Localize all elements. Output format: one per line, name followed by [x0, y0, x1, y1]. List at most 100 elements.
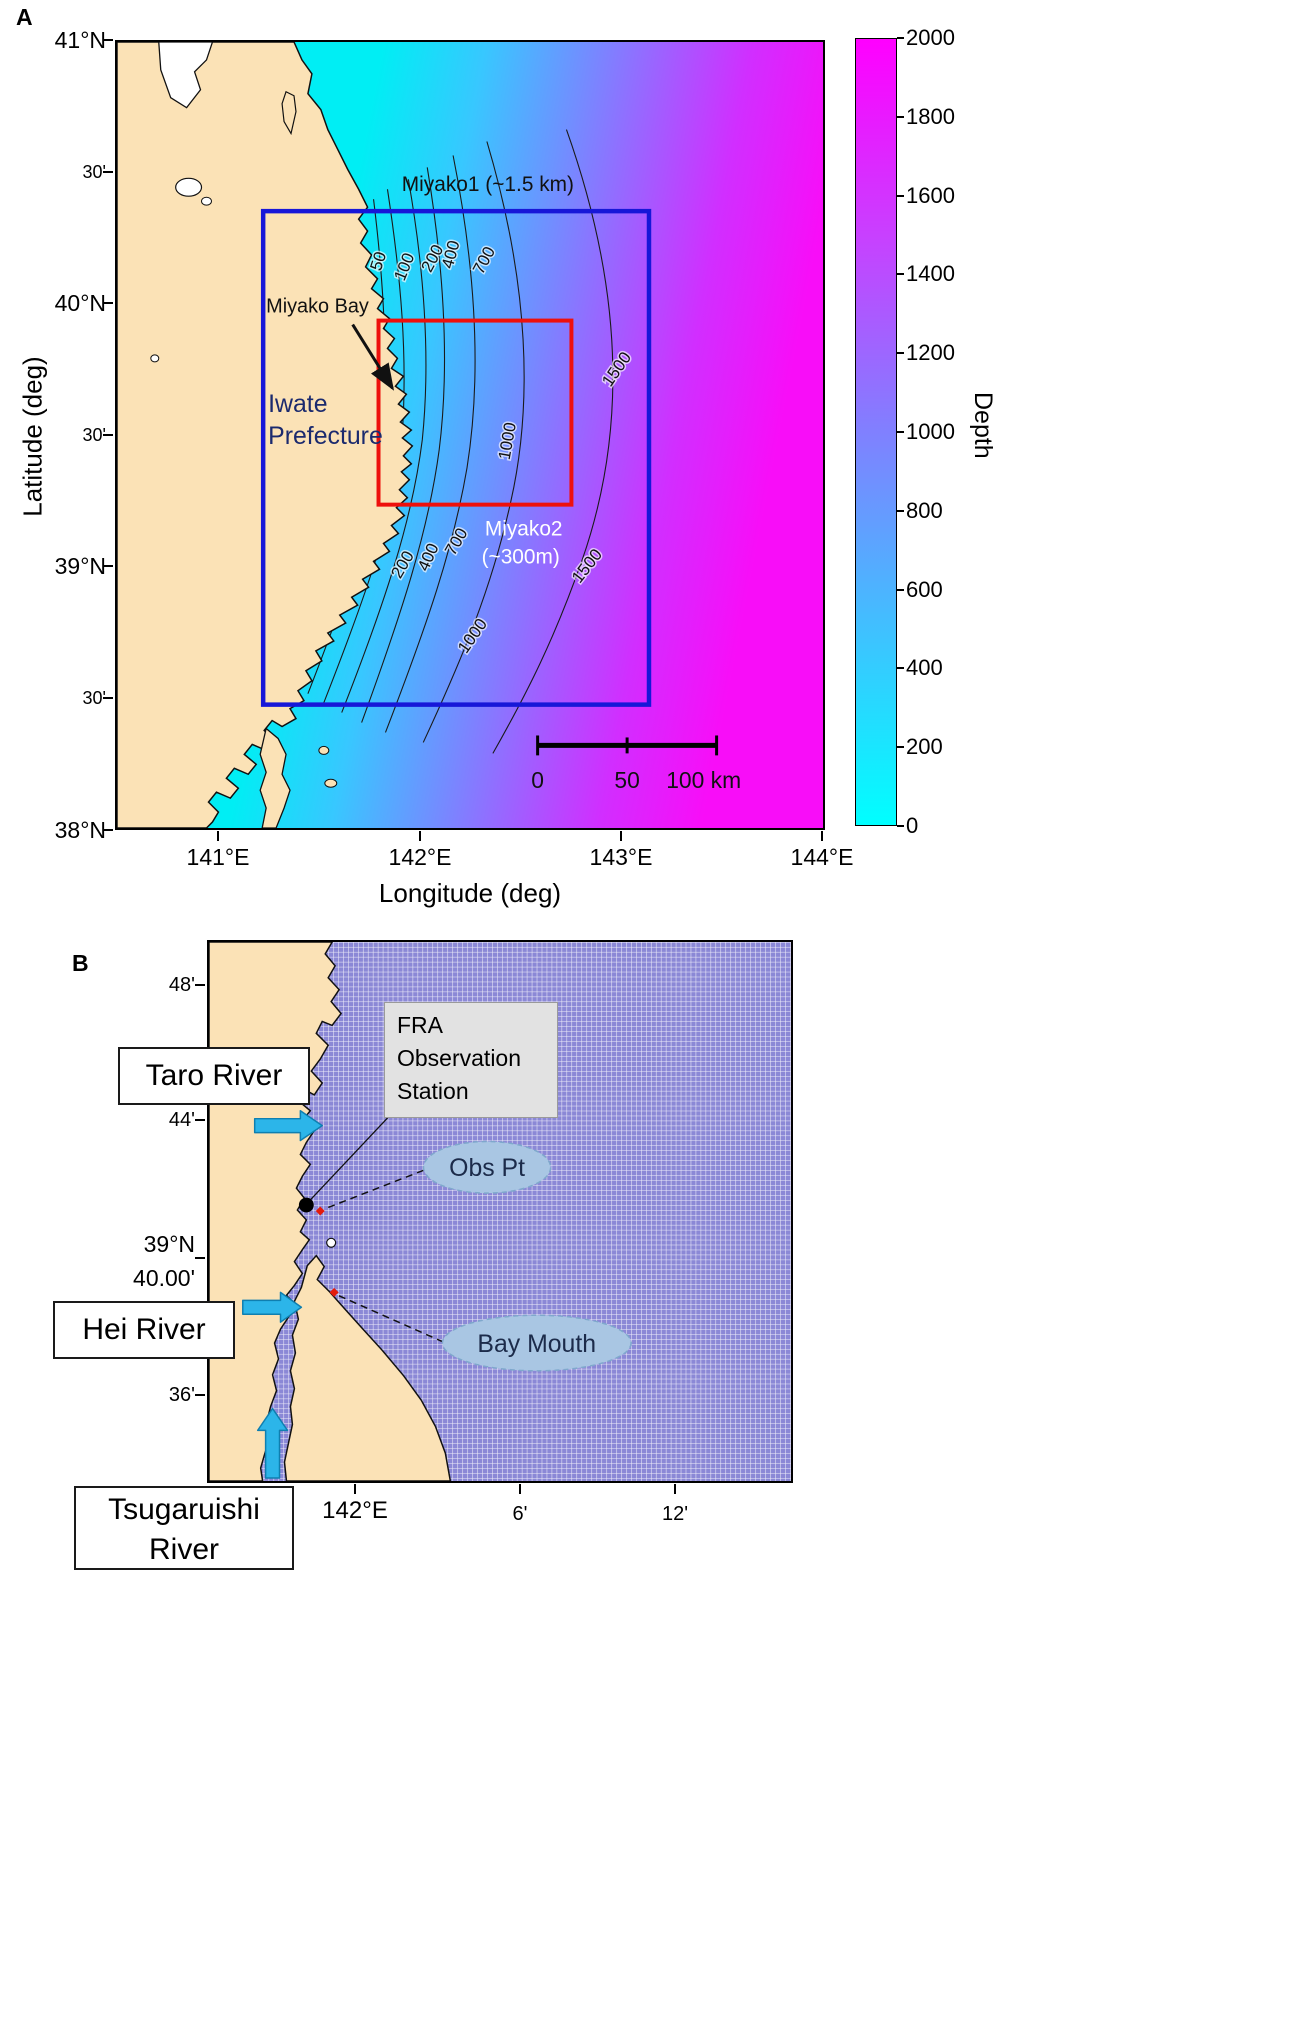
- tsugaruishi-river-arrow: [256, 1407, 289, 1479]
- fra-observation-point: [298, 1197, 314, 1213]
- colorbar-tick-label: 1800: [906, 104, 955, 129]
- hei-river-arrow: [242, 1291, 303, 1323]
- y-tick-label: 40.00': [133, 1265, 195, 1291]
- taro-river-box: Taro River: [118, 1047, 310, 1105]
- tick-mark: [519, 1484, 521, 1494]
- small-island: [318, 745, 330, 755]
- colorbar-tick-label: 600: [906, 577, 943, 602]
- colorbar-tick-label: 0: [906, 813, 919, 838]
- scale-label-50: 50: [614, 767, 639, 793]
- miyako2-annotation-line1: Miyako2: [485, 517, 563, 540]
- panel-a-map-canvas: 50 100 200 400 700 1500 200 400 700 1000…: [117, 42, 823, 828]
- tick-mark: [897, 589, 904, 591]
- y-tick-label: 39°N: [54, 553, 106, 579]
- y-tick-label: 44': [168, 1109, 195, 1131]
- panel-a-y-axis-title: Latitude (deg): [17, 356, 48, 517]
- colorbar-tick-label: 1000: [906, 419, 955, 444]
- iwate-prefecture-label-line2: Prefecture: [268, 422, 383, 450]
- y-tick-label: 48': [168, 974, 195, 996]
- x-tick-label: 143°E: [589, 844, 653, 870]
- lake: [175, 177, 203, 197]
- panel-b-label: B: [72, 950, 89, 976]
- mutsu-bay: [158, 42, 214, 109]
- hei-river-box: Hei River: [53, 1301, 235, 1359]
- islet: [326, 1237, 337, 1248]
- tick-mark: [821, 831, 823, 841]
- fra-line1: FRA: [397, 1012, 443, 1038]
- depth-colorbar: [855, 38, 897, 826]
- tick-mark: [897, 746, 904, 748]
- fra-line2: Observation: [397, 1045, 522, 1071]
- bay-mouth-callout: [441, 1314, 632, 1372]
- x-tick-label: 6': [512, 1503, 528, 1525]
- y-tick-label: 40°N: [54, 290, 106, 316]
- miyako2-annotation-line2: (~300m): [482, 545, 560, 568]
- fra-line3: Station: [397, 1078, 469, 1104]
- tick-mark: [897, 273, 904, 275]
- scale-label-0: 0: [531, 767, 544, 793]
- offshore-island: [281, 90, 297, 136]
- miyako1-domain-box: [260, 208, 652, 707]
- tick-mark: [103, 302, 113, 304]
- tick-mark: [195, 1119, 205, 1121]
- tick-mark: [897, 116, 904, 118]
- tick-mark: [354, 1484, 356, 1494]
- obs-pt-callout: [422, 1140, 552, 1194]
- small-island: [324, 778, 338, 788]
- scale-label-100km: 100 km: [666, 767, 741, 793]
- tick-mark: [897, 352, 904, 354]
- x-tick-label: 144°E: [790, 844, 854, 870]
- scale-bar: [536, 735, 719, 756]
- colorbar-tick-label: 800: [906, 498, 943, 523]
- lake: [201, 196, 212, 206]
- tick-mark: [103, 829, 113, 831]
- panel-b-map: Obs Pt Bay Mouth: [207, 940, 793, 1483]
- contour-1000: [422, 141, 525, 743]
- tick-mark: [195, 1394, 205, 1396]
- y-tick-label: 41°N: [54, 27, 106, 53]
- colorbar-tick-label: 400: [906, 655, 943, 680]
- contour-1500: [492, 129, 614, 754]
- taro-river-arrow: [253, 1110, 323, 1142]
- tsugaruishi-river-box: Tsugaruishi River: [74, 1486, 294, 1570]
- contour-200: [341, 179, 427, 713]
- miyako-bay-arrow: [351, 323, 395, 391]
- tick-mark: [195, 1257, 205, 1259]
- y-tick-label: 38°N: [54, 817, 106, 843]
- colorbar-tick-label: 2000: [906, 25, 955, 50]
- panel-a-map: 50 100 200 400 700 1500 200 400 700 1000…: [115, 40, 825, 830]
- colorbar-tick-label: 200: [906, 734, 943, 759]
- bay-mouth-label: Bay Mouth: [477, 1331, 596, 1358]
- lake: [150, 354, 160, 363]
- tick-mark: [620, 831, 622, 841]
- y-tick-label: 30': [82, 162, 106, 182]
- miyako1-annotation: Miyako1 (~1.5 km): [402, 173, 574, 196]
- tick-mark: [897, 195, 904, 197]
- tsugaruishi-line2: River: [148, 1533, 219, 1566]
- y-tick-label: 30': [82, 688, 106, 708]
- fra-pointer-line: [307, 1117, 389, 1203]
- tick-mark: [897, 37, 904, 39]
- contour-400: [361, 167, 446, 723]
- tick-mark: [674, 1484, 676, 1494]
- contour-700: [384, 155, 476, 733]
- bay-mouth-callout-line: [337, 1294, 444, 1343]
- tick-mark: [103, 697, 113, 699]
- x-tick-label: 141°E: [186, 844, 250, 870]
- y-tick-label: 39°N: [143, 1231, 195, 1257]
- tick-mark: [103, 39, 113, 41]
- tick-mark: [103, 171, 113, 173]
- obs-pt-callout-line: [323, 1169, 424, 1210]
- tick-mark: [103, 565, 113, 567]
- tick-mark: [217, 831, 219, 841]
- y-tick-label: 30': [82, 425, 106, 445]
- peninsula-south: [259, 727, 291, 828]
- y-tick-label: 36': [168, 1384, 195, 1406]
- colorbar-tick-label: 1200: [906, 340, 955, 365]
- tick-mark: [419, 831, 421, 841]
- obs-pt-label: Obs Pt: [449, 1155, 525, 1182]
- x-tick-label: 142°E: [322, 1497, 388, 1524]
- tick-mark: [897, 667, 904, 669]
- colorbar-tick-label: 1600: [906, 183, 955, 208]
